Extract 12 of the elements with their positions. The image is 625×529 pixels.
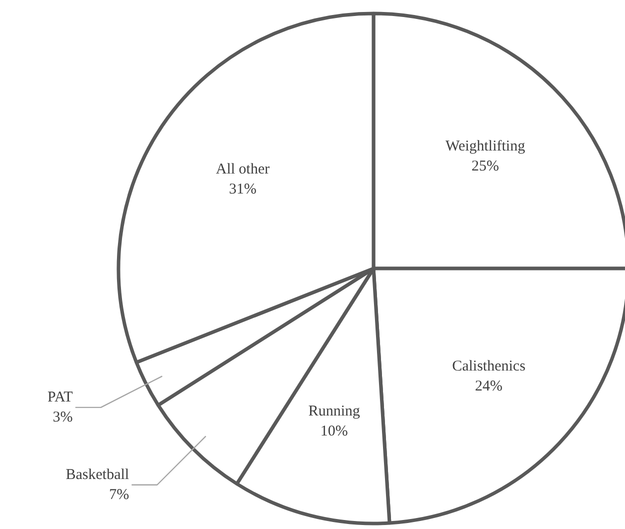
- slice-label: Weightlifting: [445, 138, 526, 155]
- data-label: 25%: [472, 158, 500, 175]
- slice-label: All other: [216, 162, 270, 178]
- slice-label: Basketball: [66, 466, 130, 483]
- data-label: 24%: [475, 378, 502, 395]
- data-label: 31%: [228, 182, 256, 198]
- data-label: 10%: [320, 424, 348, 440]
- slice-label: Running: [308, 404, 361, 420]
- data-label: 3%: [52, 409, 73, 426]
- slice-label: PAT: [48, 389, 73, 406]
- slice-label: Calisthenics: [452, 358, 526, 375]
- data-label: 7%: [109, 486, 130, 503]
